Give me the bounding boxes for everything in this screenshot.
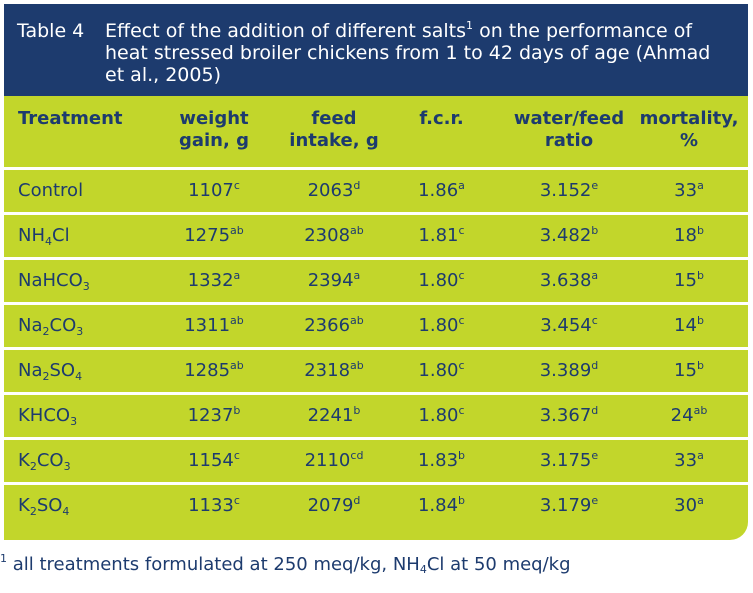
header-mortality: mortality,% [639,108,739,151]
weight-gain-value: 1133c [188,494,240,516]
mortality-value: 24ab [670,404,708,426]
table-row: Na2CO3 1311ab 2366ab 1.80c 3.454c 14b [4,305,748,346]
weight-gain-value: 1332a [187,269,241,291]
footnote-marker: 1 [0,552,7,565]
mortality-value: 14b [674,314,704,336]
water-feed-ratio-value: 3.367d [539,404,599,426]
header-treatment: Treatment [18,108,123,129]
feed-intake-value: 2318ab [304,359,364,381]
fcr-value: 1.80c [418,404,465,426]
weight-gain-value: 1107c [188,179,240,201]
mortality-value: 30a [674,494,704,516]
water-feed-ratio-value: 3.482b [539,224,599,246]
table-card: Table 4 Effect of the addition of differ… [4,4,748,540]
table-caption: Table 4 Effect of the addition of differ… [4,4,748,96]
treatment-name: KHCO3 [18,405,78,428]
feed-intake-value: 2110cd [304,449,364,471]
treatment-name: Na2SO4 [18,360,83,383]
row-divider [4,437,748,440]
water-feed-ratio-value: 3.389d [539,359,599,381]
table-row: KHCO3 1237b 2241b 1.80c 3.367d 24ab [4,395,748,436]
row-divider [4,167,748,170]
weight-gain-value: 1237b [187,404,241,426]
mortality-value: 33a [674,179,704,201]
table-number: Table 4 [17,20,85,42]
mortality-value: 33a [674,449,704,471]
fcr-value: 1.80c [418,314,465,336]
mortality-value: 15b [674,269,704,291]
weight-gain-value: 1154c [188,449,240,471]
title-part-1: Effect of the addition of different salt… [105,20,467,42]
feed-intake-value: 2394a [307,269,361,291]
row-divider [4,347,748,350]
feed-intake-value: 2063d [307,179,361,201]
header-feed-intake: feed intake, g [289,108,379,151]
table-row: Na2SO4 1285ab 2318ab 1.80c 3.389d 15b [4,350,748,391]
header-weight-gain: weight gain, g [178,108,249,151]
fcr-value: 1.80c [418,359,465,381]
title-part-2: on the performance of heat stressed broi… [105,20,711,86]
footnote: 1 all treatments formulated at 250 meq/k… [0,552,571,576]
feed-intake-value: 2241b [307,404,361,426]
footnote-reference: 1 [466,19,474,32]
treatment-name: NH4Cl [18,225,70,248]
table-row: K2SO4 1133c 2079d 1.84b 3.179e 30a [4,485,748,526]
row-divider [4,302,748,305]
fcr-value: 1.81c [418,224,465,246]
row-divider [4,212,748,215]
treatment-name: Na2CO3 [18,315,84,338]
weight-gain-value: 1285ab [184,359,244,381]
weight-gain-value: 1311ab [184,314,244,336]
treatment-name: Control [18,180,84,201]
water-feed-ratio-value: 3.152e [539,179,599,201]
header-water-feed-ratio: water/feed ratio [513,108,625,151]
row-divider [4,482,748,485]
table-row: NaHCO3 1332a 2394a 1.80c 3.638a 15b [4,260,748,301]
fcr-value: 1.84b [417,494,466,516]
row-divider [4,257,748,260]
table-title: Effect of the addition of different salt… [105,20,735,86]
water-feed-ratio-value: 3.454c [540,314,598,336]
feed-intake-value: 2079d [307,494,361,516]
row-divider [4,392,748,395]
treatment-name: K2SO4 [18,495,70,518]
header-fcr: f.c.r. [419,108,464,129]
water-feed-ratio-value: 3.179e [539,494,599,516]
mortality-value: 15b [674,359,704,381]
water-feed-ratio-value: 3.175e [539,449,599,471]
mortality-value: 18b [674,224,704,246]
feed-intake-value: 2366ab [304,314,364,336]
weight-gain-value: 1275ab [184,224,244,246]
table-row: Control 1107c 2063d 1.86a 3.152e 33a [4,170,748,211]
feed-intake-value: 2308ab [304,224,364,246]
fcr-value: 1.86a [418,179,465,201]
table-row: K2CO3 1154c 2110cd 1.83b 3.175e 33a [4,440,748,481]
treatment-name: NaHCO3 [18,270,90,293]
fcr-value: 1.83b [417,449,466,471]
table-header-row: Treatment weight gain, g feed intake, g f.… [4,108,748,168]
fcr-value: 1.80c [418,269,465,291]
treatment-name: K2CO3 [18,450,71,473]
water-feed-ratio-value: 3.638a [539,269,599,291]
table-row: NH4Cl 1275ab 2308ab 1.81c 3.482b 18b [4,215,748,256]
